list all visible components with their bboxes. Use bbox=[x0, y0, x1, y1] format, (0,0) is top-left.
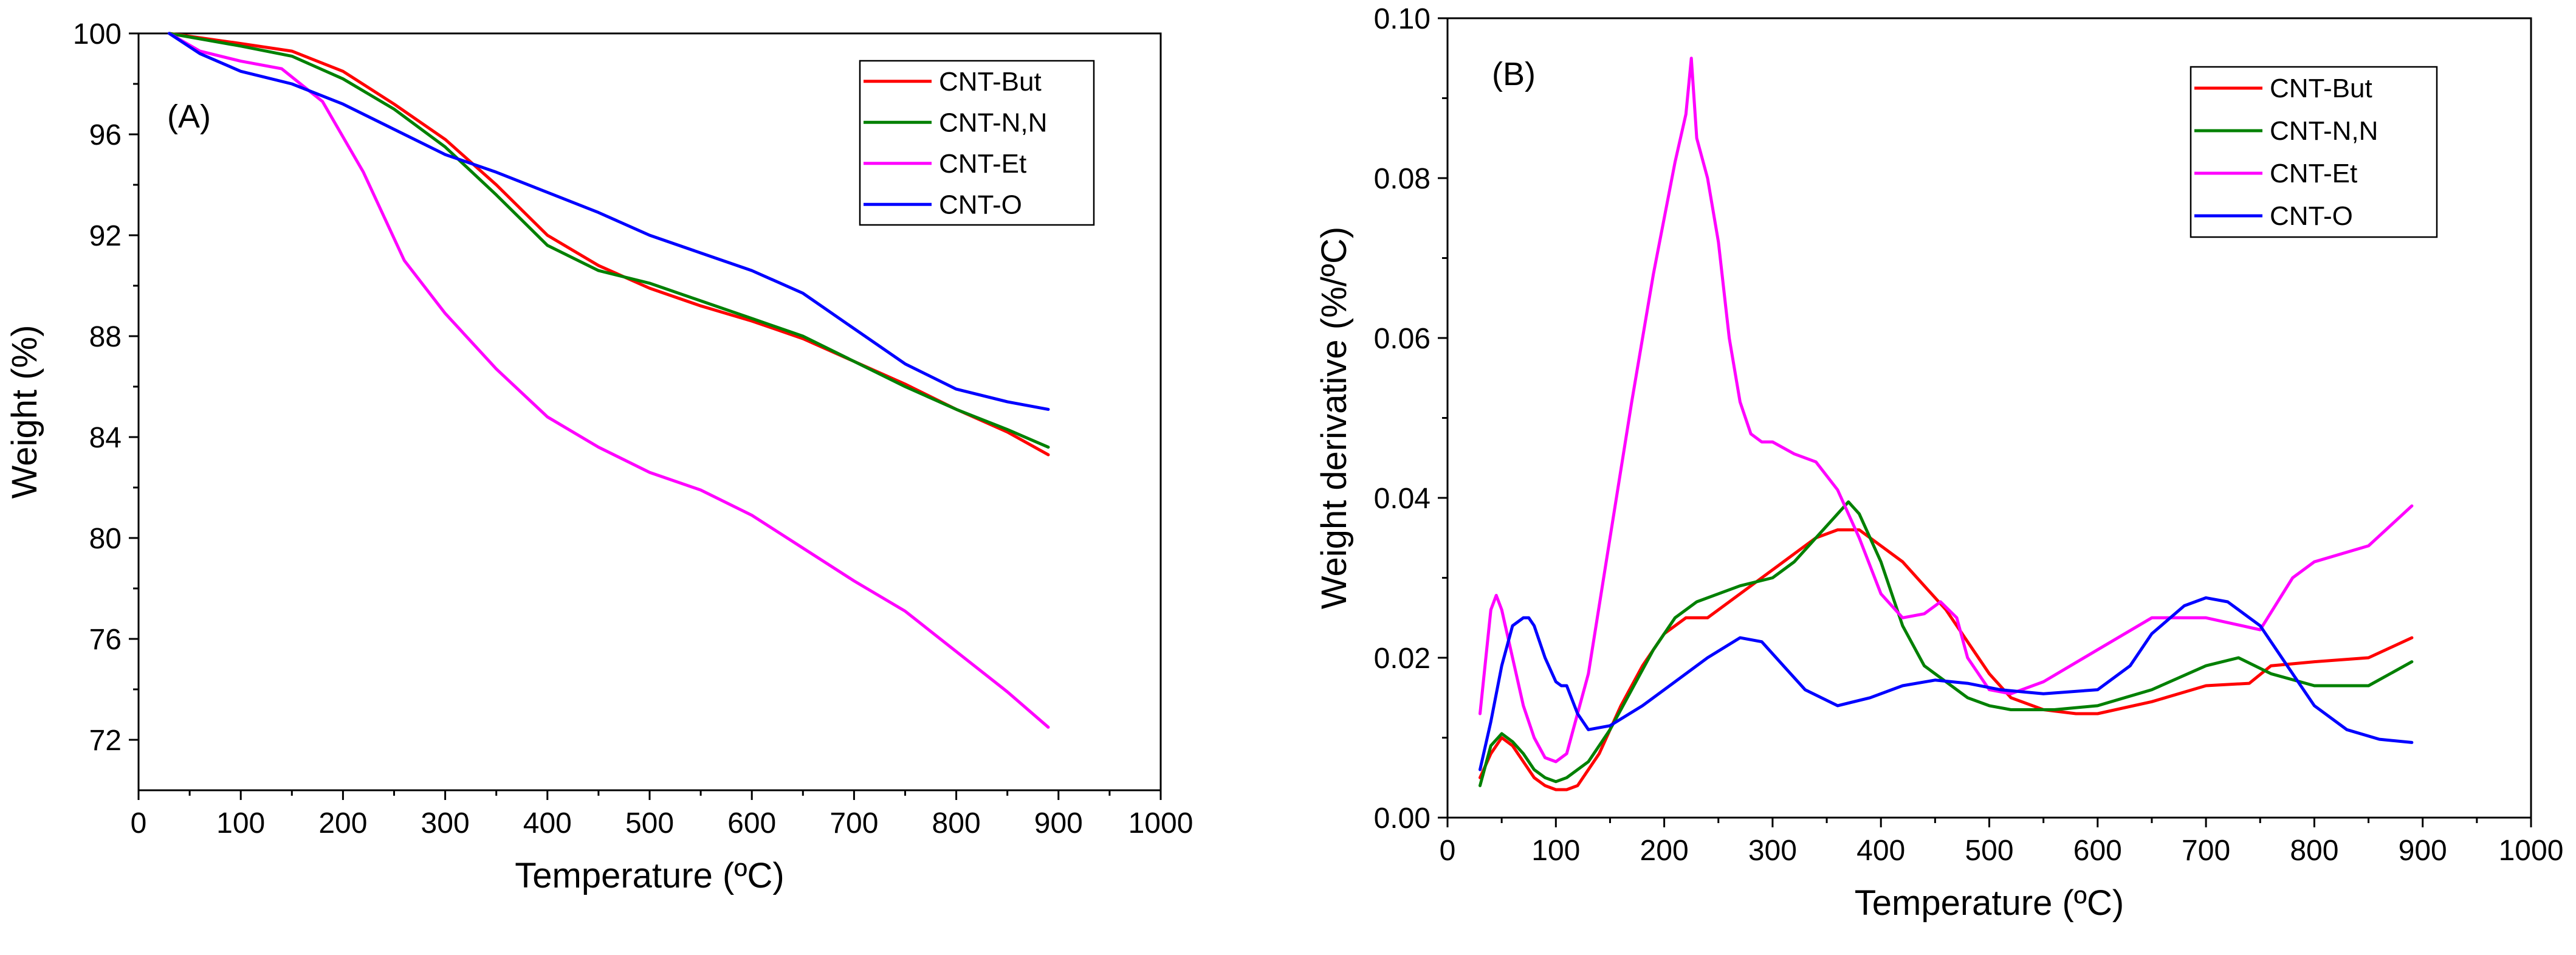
x-tick-label: 600 bbox=[2073, 835, 2122, 867]
y-tick-label: 100 bbox=[73, 18, 122, 50]
y-tick-label: 84 bbox=[89, 422, 122, 454]
y-tick-label: 72 bbox=[89, 725, 122, 757]
x-tick-label: 0 bbox=[131, 807, 147, 840]
series-line-cnt-o bbox=[168, 32, 1050, 411]
series-line-cnt-et bbox=[168, 32, 1050, 729]
legend-label: CNT-Et bbox=[939, 149, 1026, 179]
x-tick-label: 900 bbox=[2399, 835, 2447, 867]
series-line-cnt-et bbox=[1479, 57, 2414, 764]
legend-label: CNT-O bbox=[939, 190, 1022, 219]
y-axis-title: Weight derivative (%/ºC) bbox=[1314, 227, 1354, 609]
legend-label: CNT-O bbox=[2270, 201, 2353, 231]
y-tick-label: 80 bbox=[89, 523, 122, 555]
legend-label: CNT-But bbox=[2270, 74, 2372, 103]
legend-label: CNT-N,N bbox=[939, 108, 1047, 137]
x-tick-label: 1000 bbox=[1128, 807, 1194, 840]
legend: CNT-But CNT-N,N CNT-Et CNT-O bbox=[859, 60, 1095, 226]
x-tick-label: 700 bbox=[829, 807, 878, 840]
legend-label: CNT-But bbox=[939, 67, 1042, 97]
x-tick-label: 500 bbox=[625, 807, 674, 840]
x-tick-label: 300 bbox=[1748, 835, 1797, 867]
y-tick-label: 0.02 bbox=[1374, 643, 1431, 675]
x-tick-label: 500 bbox=[1965, 835, 2013, 867]
x-tick-label: 800 bbox=[932, 807, 981, 840]
x-tick-label: 700 bbox=[2182, 835, 2230, 867]
legend-box bbox=[859, 60, 1095, 226]
x-axis-title: Temperature (ºC) bbox=[515, 856, 784, 895]
panel-a-weight-chart: 0 100 200 300 400 500 600 700 800 900 1000 72 76 80 84… bbox=[5, 18, 1193, 895]
panel-label: (B) bbox=[1492, 56, 1536, 92]
x-tick-label: 100 bbox=[1531, 835, 1580, 867]
x-tick-label: 200 bbox=[1640, 835, 1689, 867]
y-tick-label: 76 bbox=[89, 624, 122, 656]
y-axis-title: Weight (%) bbox=[5, 325, 44, 499]
panel-b-derivative-chart: 0 100 200 300 400 500 600 700 800 900 1000 0.00 0.02… bbox=[1314, 3, 2563, 923]
x-axis-title: Temperature (ºC) bbox=[1855, 883, 2124, 923]
y-tick-label: 0.04 bbox=[1374, 483, 1431, 515]
legend: CNT-But CNT-N,N CNT-Et CNT-O bbox=[2190, 66, 2438, 238]
series-line-cnt-o bbox=[1479, 596, 2414, 771]
y-tick-label: 88 bbox=[89, 321, 122, 353]
x-tick-label: 900 bbox=[1034, 807, 1083, 840]
x-tick-label: 600 bbox=[727, 807, 776, 840]
y-tick-label: 0.00 bbox=[1374, 802, 1431, 835]
panel-label: (A) bbox=[167, 98, 211, 135]
x-tick-label: 800 bbox=[2290, 835, 2338, 867]
series-line-cnt-n-n bbox=[1479, 500, 2414, 787]
y-tick-label: 0.08 bbox=[1374, 163, 1431, 195]
x-tick-label: 400 bbox=[523, 807, 572, 840]
y-tick-label: 0.10 bbox=[1374, 3, 1431, 35]
x-tick-label: 1000 bbox=[2499, 835, 2564, 867]
x-tick-label: 400 bbox=[1856, 835, 1905, 867]
y-tick-label: 92 bbox=[89, 220, 122, 252]
y-tick-label: 96 bbox=[89, 119, 122, 151]
legend-label: CNT-N,N bbox=[2270, 116, 2378, 146]
x-tick-label: 0 bbox=[1440, 835, 1456, 867]
series-line-cnt-but bbox=[1479, 528, 2414, 791]
x-tick-label: 200 bbox=[318, 807, 367, 840]
series-line-cnt-n-n bbox=[168, 32, 1050, 449]
legend-box bbox=[2190, 66, 2438, 238]
x-tick-label: 100 bbox=[216, 807, 265, 840]
y-tick-label: 0.06 bbox=[1374, 323, 1431, 355]
x-tick-label: 300 bbox=[421, 807, 470, 840]
legend-label: CNT-Et bbox=[2270, 159, 2357, 188]
